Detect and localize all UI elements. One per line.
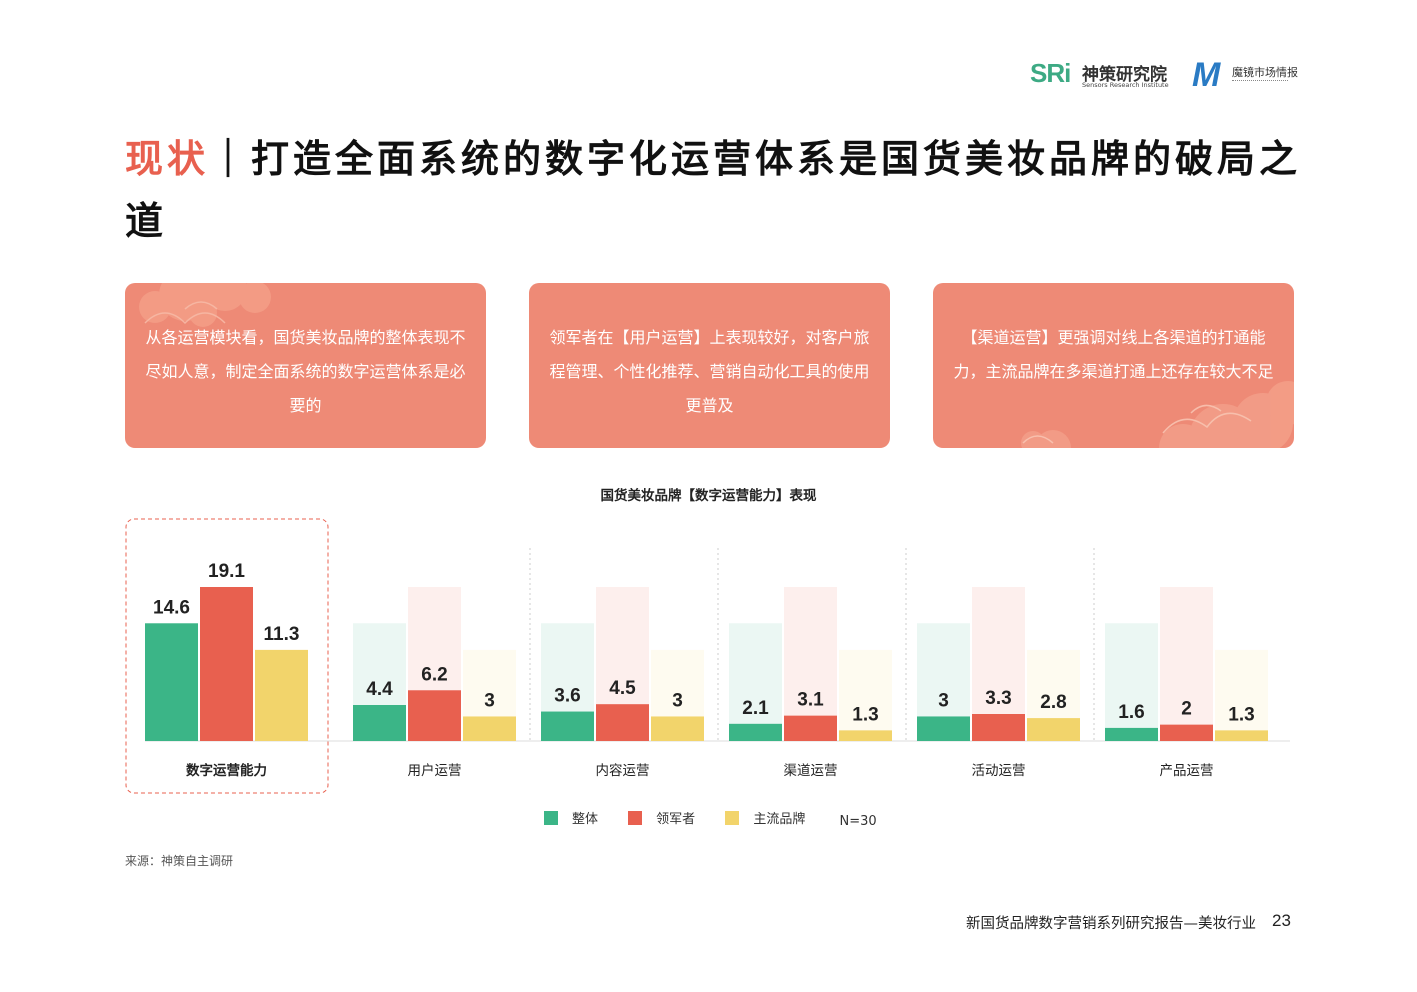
bar-4-0 (917, 716, 970, 741)
cloud-decoration-icon (139, 283, 271, 327)
bar-4-2 (1027, 718, 1080, 741)
bar-value-0-2: 11.3 (264, 624, 300, 645)
legend-label-mainstream: 主流品牌 (753, 812, 806, 827)
insight-card-2: 领军者在【用户运营】上表现较好，对客户旅程管理、个性化推荐、营销自动化工具的使用… (529, 283, 890, 448)
title-accent: 现状 (125, 136, 210, 181)
bar-value-2-2: 3 (672, 690, 683, 711)
bar-5-0 (1105, 727, 1158, 741)
bar-2-1 (596, 704, 649, 741)
bar-1-0 (353, 705, 406, 741)
legend-swatch-leader (628, 810, 643, 825)
bar-value-0-0: 14.6 (153, 597, 190, 618)
source-note: 来源：神策自主调研 (125, 854, 234, 868)
bar-value-2-0: 3.6 (554, 686, 580, 707)
insight-card-3-text: 【渠道运营】更强调对线上各渠道的打通能力，主流品牌在多渠道打通上还存在较大不足 (953, 328, 1274, 381)
bar-value-2-1: 4.5 (609, 678, 636, 699)
bar-2-2 (651, 716, 704, 741)
ghost-bar-5-2 (1215, 649, 1268, 741)
sri-logo-mark: SRi (1030, 58, 1071, 88)
legend-swatch-overall (544, 810, 558, 825)
bar-3-0 (729, 723, 782, 741)
wave-decoration-icon (1021, 381, 1294, 448)
ghost-bar-3-1 (784, 587, 837, 741)
ghost-bar-5-1 (1160, 587, 1213, 741)
insight-card-1-text: 从各运营模块看，国货美妆品牌的整体表现不尽如人意，制定全面系统的数字运营体系是必… (145, 328, 466, 415)
category-label-5: 产品运营 (1160, 763, 1214, 779)
bar-chart: 14.6 19.1 11.3 数字运营能力 4.4 6.2 3 用户运营 3.6 4.5 3 内容运营… (125, 518, 1290, 794)
bar-0-2 (255, 649, 308, 741)
bar-value-3-1: 3.1 (797, 690, 824, 711)
bar-value-1-2: 3 (484, 690, 495, 711)
footer-report-title: 新国货品牌数字营销系列研究报告—美妆行业 (966, 916, 1256, 932)
bar-value-4-0: 3 (938, 690, 949, 711)
bar-value-4-2: 2.8 (1040, 692, 1066, 713)
legend-item-leader: 领军者 (628, 808, 695, 827)
bar-1-1 (408, 690, 461, 741)
legend-label-leader: 领军者 (656, 812, 696, 827)
chart-legend: 整体 领军者 主流品牌 N=30 (544, 808, 877, 829)
category-label-2: 内容运营 (596, 762, 650, 779)
legend-label-overall: 整体 (572, 812, 599, 827)
bar-5-1 (1160, 724, 1213, 741)
legend-swatch-mainstream (725, 810, 740, 825)
bar-value-4-1: 3.3 (985, 688, 1011, 709)
bar-4-1 (972, 714, 1025, 741)
mojing-logo-underline (1232, 80, 1288, 83)
title-text: 打造全面系统的数字化运营体系是国货美妆品牌的破局之道 (125, 136, 1302, 243)
highlight-frame (125, 518, 329, 794)
category-label-4: 活动运营 (972, 763, 1026, 779)
mojing-logo-name: 魔镜市场情报 (1232, 66, 1298, 79)
insight-card-3: 【渠道运营】更强调对线上各渠道的打通能力，主流品牌在多渠道打通上还存在较大不足 (933, 283, 1294, 448)
legend-item-mainstream: 主流品牌 (725, 808, 805, 827)
category-label-1: 用户运营 (408, 762, 462, 779)
chart-title: 国货美妆品牌【数字运营能力】表现 (600, 488, 817, 504)
bar-0-0 (145, 623, 198, 741)
mojing-logo-mark: M (1192, 56, 1221, 94)
bar-5-2 (1215, 730, 1268, 741)
bar-value-1-0: 4.4 (366, 679, 393, 700)
sri-logo-name: 神策研究院 (1082, 65, 1167, 85)
bar-value-5-0: 1.6 (1118, 702, 1144, 723)
sample-size-note: N=30 (839, 813, 877, 829)
page-number: 23 (1272, 911, 1291, 930)
bar-value-5-2: 1.3 (1228, 704, 1254, 725)
bar-value-3-2: 1.3 (852, 704, 878, 725)
title-separator: ｜ (209, 136, 252, 181)
bar-value-3-0: 2.1 (742, 698, 769, 719)
ghost-bar-3-0 (729, 623, 782, 741)
ghost-bar-3-2 (839, 649, 892, 741)
insight-card-2-text: 领军者在【用户运营】上表现较好，对客户旅程管理、个性化推荐、营销自动化工具的使用… (549, 328, 870, 415)
bar-3-1 (784, 715, 837, 741)
sri-logo-subtitle: Sensors Research Institute (1082, 81, 1169, 89)
header-logos: SRi 神策研究院 Sensors Research Institute M 魔… (1030, 56, 1310, 94)
category-label-0: 数字运营能力 (186, 762, 267, 779)
bar-value-0-1: 19.1 (208, 561, 245, 582)
page-title: 现状｜打造全面系统的数字化运营体系是国货美妆品牌的破局之道 (125, 128, 1305, 252)
bar-value-5-1: 2 (1181, 699, 1192, 720)
category-label-3: 渠道运营 (784, 763, 838, 779)
legend-item-overall: 整体 (544, 808, 598, 827)
insight-card-1: 从各运营模块看，国货美妆品牌的整体表现不尽如人意，制定全面系统的数字运营体系是必… (125, 283, 486, 448)
bar-3-2 (839, 730, 892, 741)
bar-value-1-1: 6.2 (421, 664, 447, 685)
bar-2-0 (541, 711, 594, 741)
bar-1-2 (463, 716, 516, 741)
bar-0-1 (200, 587, 253, 741)
ghost-bar-5-0 (1105, 623, 1158, 741)
